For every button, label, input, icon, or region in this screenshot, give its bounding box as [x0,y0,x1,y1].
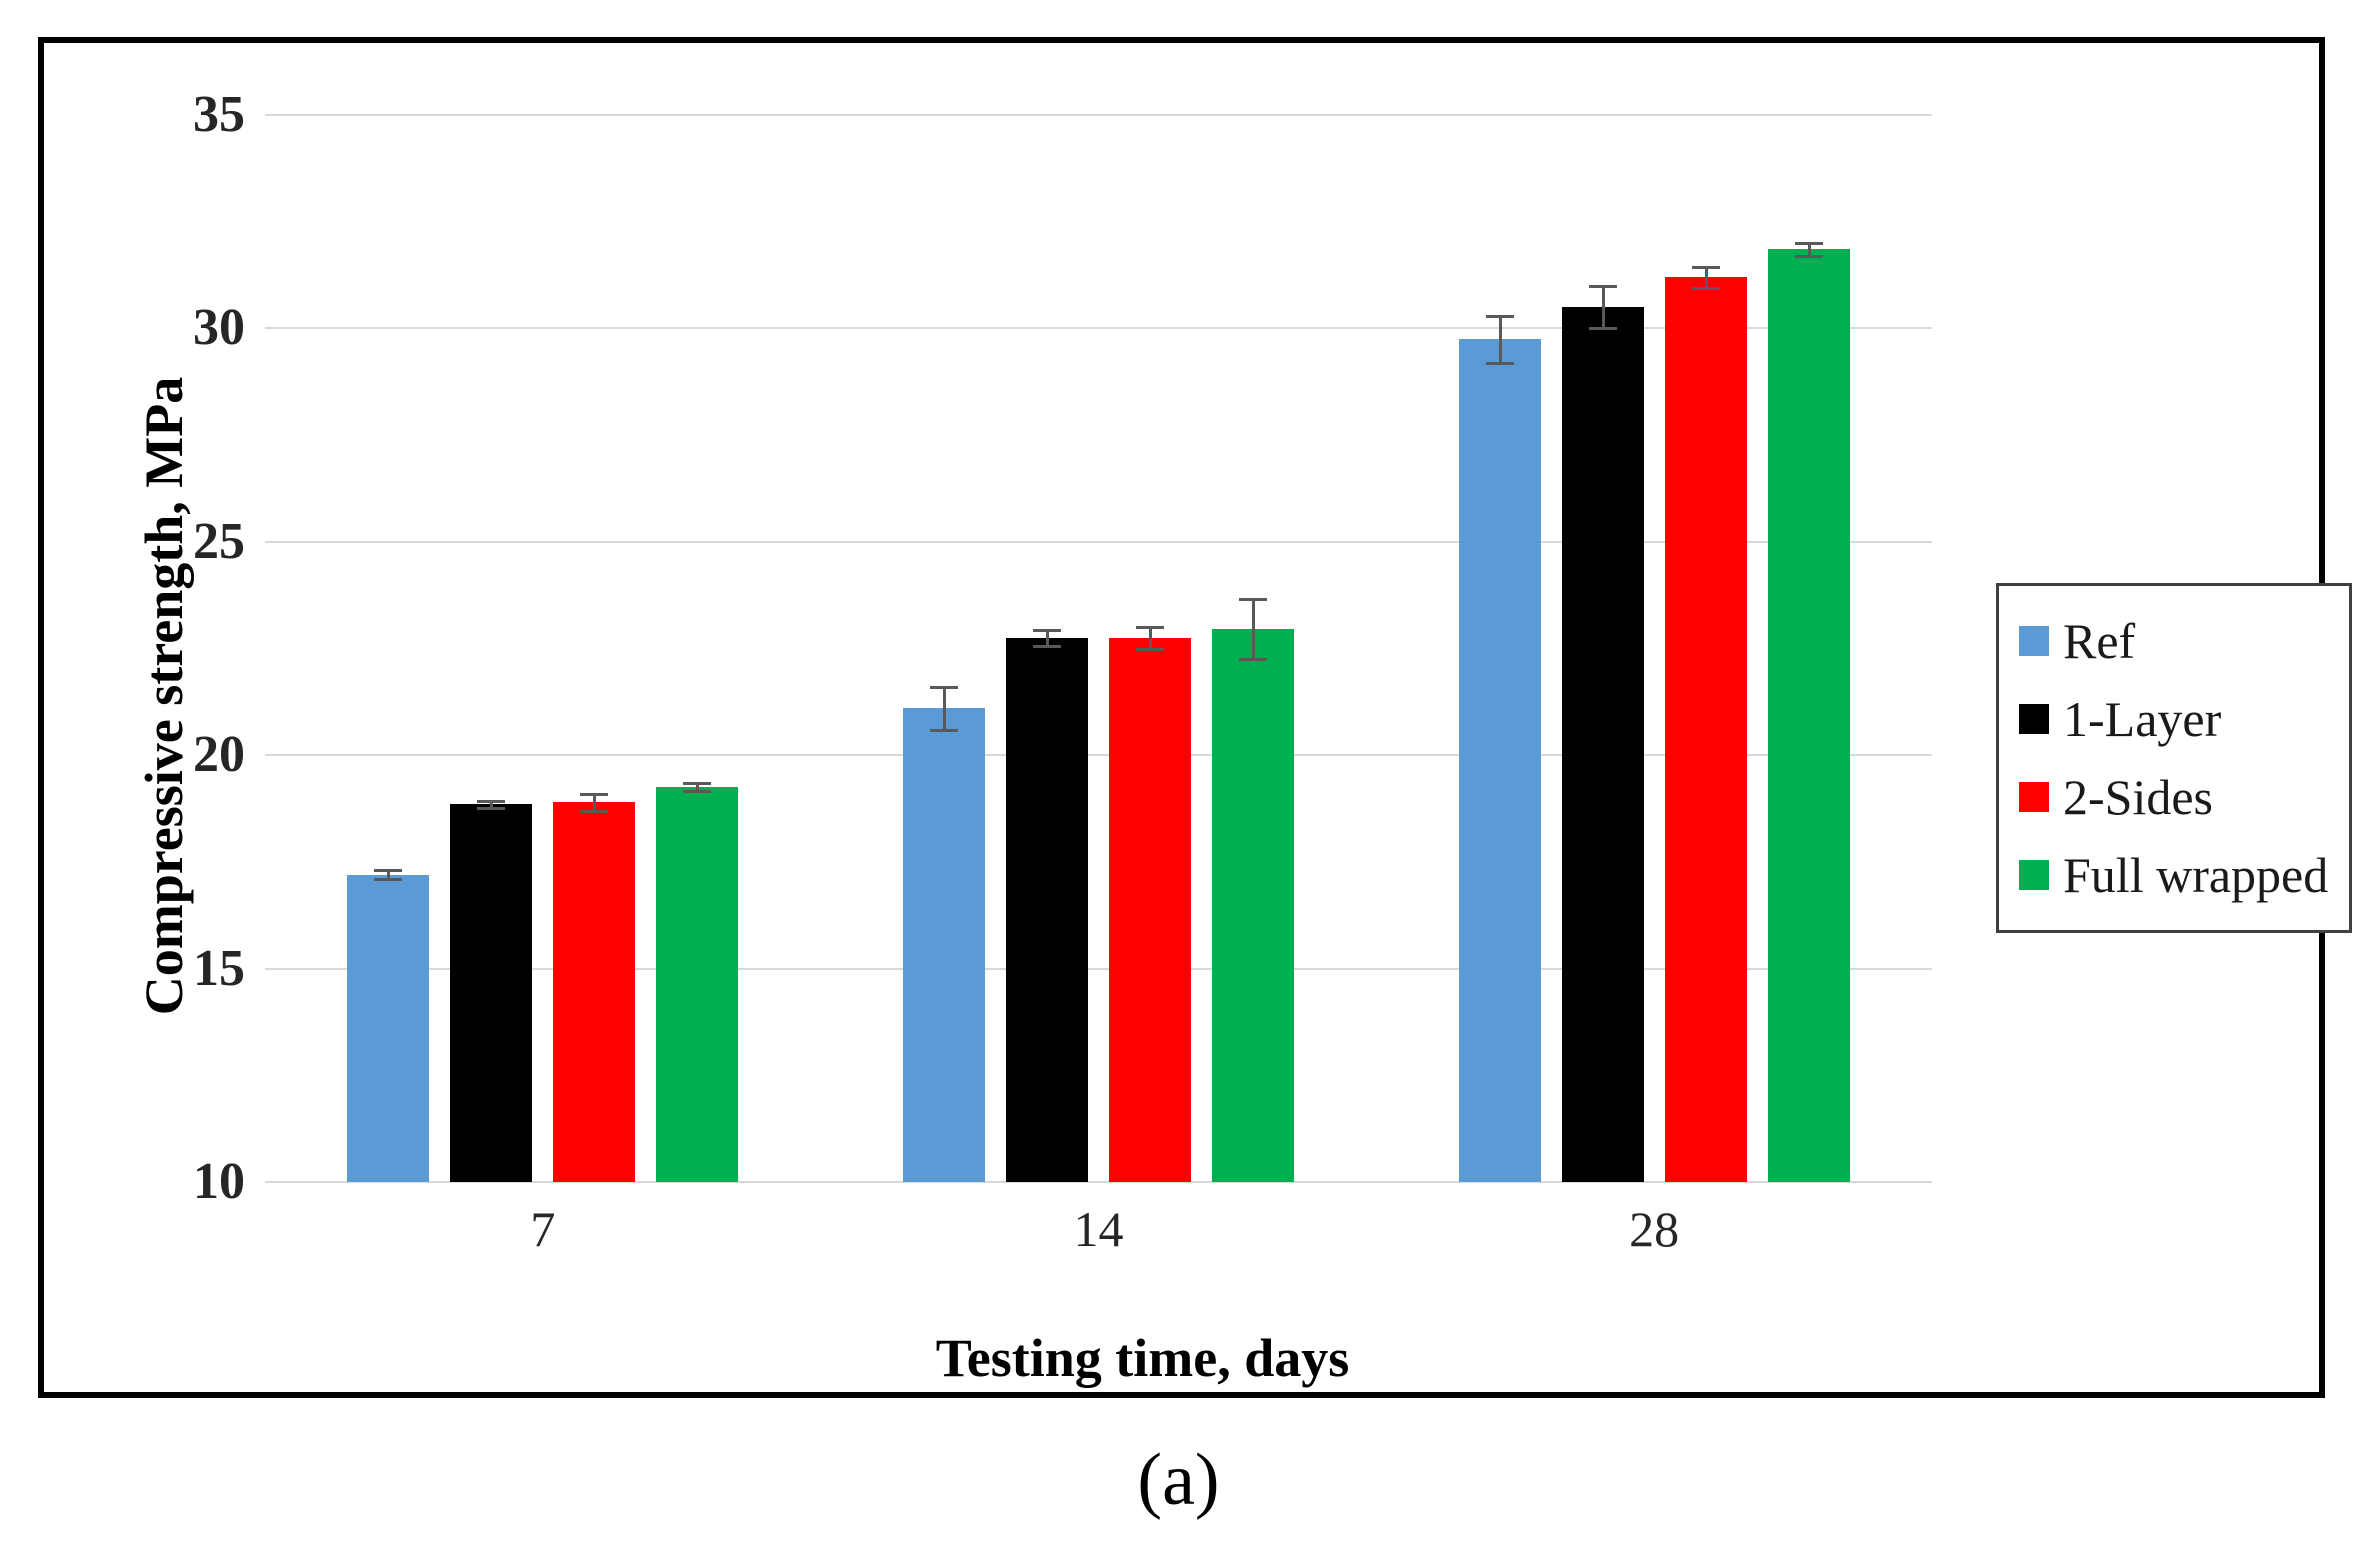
gridline [265,327,1932,330]
error-bar [1046,630,1049,646]
y-tick-label: 25 [193,512,245,570]
x-tick-label: 7 [530,1201,556,1257]
gridline [265,540,1932,543]
error-bar-cap-top [374,869,403,873]
legend-item-full-wrapped: Full wrapped [2019,846,2343,904]
bar-1-layer-28 [1561,307,1644,1182]
legend-label: 2-Sides [2063,769,2213,825]
x-tick-label: 14 [1073,1201,1124,1257]
legend-swatch [2019,704,2049,734]
legend-label: Full wrapped [2063,847,2329,903]
bar-full-wrapped-14 [1212,629,1294,1182]
legend-item-ref: Ref [2019,612,2343,670]
error-bar-cap-bottom [477,806,506,810]
gridline [265,114,1932,116]
legend-swatch [2019,782,2049,812]
error-bar-cap-top [580,792,609,796]
error-bar [1704,266,1708,288]
y-tick-label: 35 [193,86,245,143]
y-tick-label: 30 [193,299,245,357]
error-bar-cap-top [930,685,958,689]
bar-2-sides-28 [1664,277,1747,1182]
error-bar-cap-bottom [374,877,403,881]
error-bar-cap-top [1239,598,1267,602]
error-bar-cap-top [683,781,712,785]
error-bar-cap-top [1485,314,1514,318]
y-tick-label: 15 [193,939,245,997]
bar-full-wrapped-7 [656,787,739,1182]
error-bar-cap-bottom [1136,647,1164,651]
gridline [265,754,1932,757]
error-bar [696,782,700,792]
error-bar-cap-top [1691,265,1720,269]
y-tick-label: 20 [193,726,245,784]
error-bar-cap-bottom [1485,361,1514,365]
legend-label: Ref [2063,613,2136,669]
legend-swatch [2019,626,2049,656]
bar-2-sides-7 [553,802,636,1182]
error-bar-cap-bottom [1691,286,1720,290]
x-axis-title: Testing time, days [935,1328,1350,1388]
bar-1-layer-7 [450,804,533,1182]
figure-caption: (a) [1137,1439,1220,1521]
legend-item-1-layer: 1-Layer [2019,690,2343,748]
error-bar-cap-top [477,799,506,803]
error-bar-cap-bottom [580,809,609,813]
error-bar-cap-bottom [683,790,712,794]
error-bar-cap-bottom [1794,254,1823,258]
x-tick-label: 28 [1629,1201,1680,1257]
error-bar [387,870,391,879]
error-bar [1498,315,1502,363]
gridline [265,1181,1932,1183]
bar-2-sides-14 [1109,637,1191,1182]
error-bar-cap-top [1588,284,1617,288]
error-bar [1807,243,1811,256]
legend: Ref 1-Layer 2-Sides Full wrapped [1996,583,2352,933]
error-bar-cap-bottom [1239,658,1267,662]
bar-full-wrapped-28 [1767,249,1850,1182]
bar-ref-14 [903,708,985,1182]
error-bar [1252,599,1255,660]
error-bar-cap-bottom [930,728,958,732]
y-axis-title: Compressive strength, MPa [134,376,194,1016]
error-bar [1149,627,1152,649]
error-bar [490,800,494,808]
bar-1-layer-14 [1006,637,1088,1182]
legend-swatch [2019,860,2049,890]
chart-frame: Compressive strength, MPa Testing time, … [38,37,2352,1398]
error-bar-cap-bottom [1588,327,1617,331]
legend-item-2-sides: 2-Sides [2019,768,2343,826]
error-bar-cap-bottom [1033,644,1061,648]
error-bar [1601,285,1605,329]
y-tick-label: 10 [193,1153,245,1210]
error-bar-cap-top [1794,242,1823,246]
bar-ref-7 [347,874,430,1182]
error-bar [593,793,597,811]
gridline [265,967,1932,970]
error-bar-cap-top [1033,629,1061,633]
error-bar-cap-top [1136,626,1164,630]
error-bar [943,686,946,730]
bar-ref-28 [1458,339,1541,1182]
legend-label: 1-Layer [2063,691,2222,747]
